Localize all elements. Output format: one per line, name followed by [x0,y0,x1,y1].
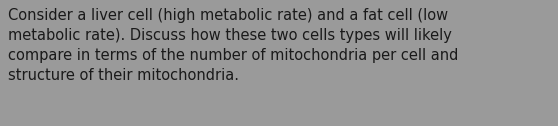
Text: Consider a liver cell (high metabolic rate) and a fat cell (low
metabolic rate).: Consider a liver cell (high metabolic ra… [8,8,458,83]
